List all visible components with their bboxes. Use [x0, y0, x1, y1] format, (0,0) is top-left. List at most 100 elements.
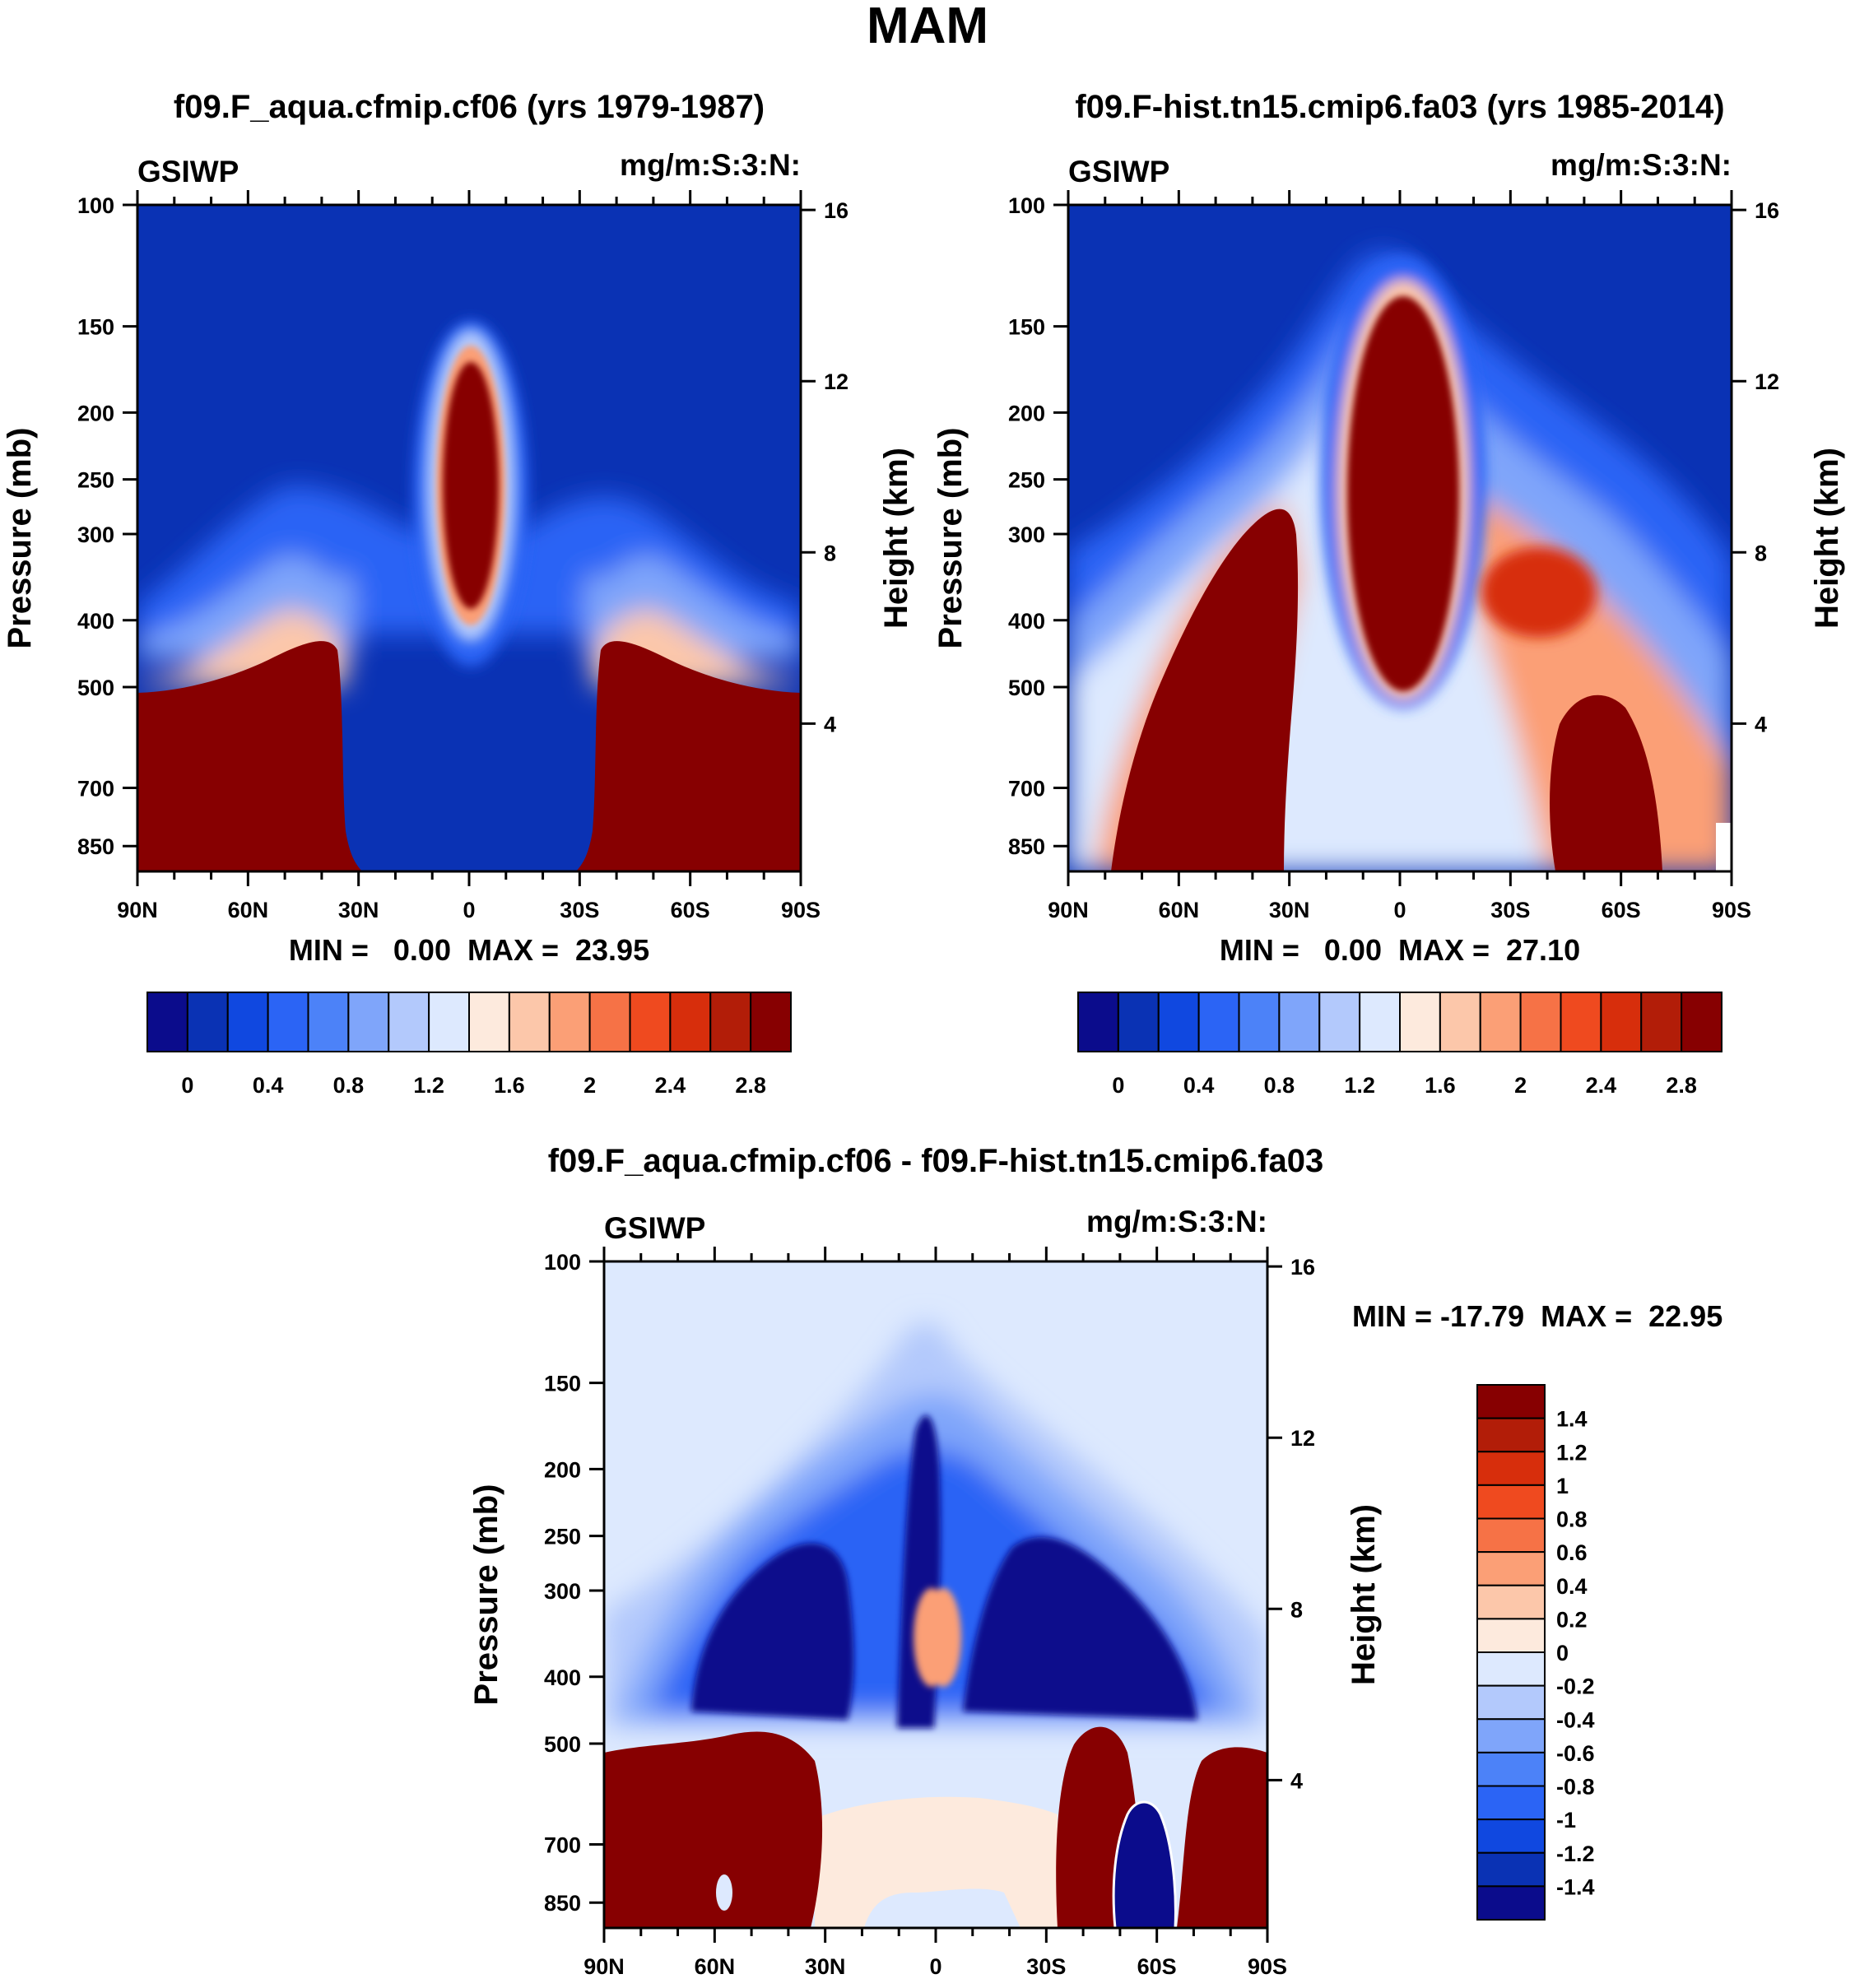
colorbar-box [1519, 992, 1562, 1052]
colorbar-label: 2.4 [1586, 1073, 1617, 1098]
pressure-tick-label: 700 [544, 1833, 581, 1858]
colorbar-box [1476, 1818, 1546, 1854]
main-title: MAM [867, 0, 988, 54]
pressure-tick-label: 200 [544, 1457, 581, 1482]
panel-3-ylabel: Pressure (mb) [468, 1484, 504, 1706]
lat-tick-label: 60S [1137, 1954, 1177, 1979]
panel-3-min-max: MIN = -17.79 MAX = 22.95 [1352, 1299, 1723, 1333]
colorbar-box [307, 992, 350, 1052]
colorbar-box [267, 992, 309, 1052]
pressure-tick-label: 150 [544, 1372, 581, 1396]
height-tick-label: 12 [1755, 369, 1779, 394]
pressure-tick-label: 400 [544, 1665, 581, 1690]
colorbar-box [669, 992, 712, 1052]
colorbar-label: -0.8 [1556, 1775, 1595, 1800]
lat-tick-label: 90S [1712, 898, 1751, 922]
panel-3-ylabel-right: Height (km) [1346, 1504, 1382, 1685]
pressure-tick-label: 100 [1008, 193, 1045, 218]
colorbar-label: 1.2 [1344, 1073, 1375, 1098]
height-tick-label: 12 [1290, 1426, 1315, 1451]
panel-1-title: f09.F_aqua.cfmip.cf06 (yrs 1979-1987) [174, 89, 765, 125]
height-tick-label: 4 [1290, 1768, 1303, 1793]
panel-2-variable-label: GSIWP [1068, 155, 1169, 188]
pressure-tick-label: 850 [544, 1891, 581, 1916]
colorbar-box [226, 992, 269, 1052]
lat-tick-label: 0 [929, 1954, 941, 1979]
height-tick-label: 16 [824, 198, 848, 223]
pressure-tick-label: 300 [1008, 523, 1045, 547]
panel-3-positive-north [604, 1731, 823, 1928]
panel-2-ylabel-right: Height (km) [1809, 448, 1845, 629]
colorbar-label: 2.8 [1666, 1073, 1697, 1098]
colorbar-box [347, 992, 390, 1052]
lat-tick-label: 60S [671, 898, 710, 922]
colorbar-box [1476, 1851, 1546, 1888]
colorbar-label: 2 [583, 1073, 596, 1098]
colorbar-label: 1.6 [1425, 1073, 1456, 1098]
pressure-tick-label: 400 [1008, 609, 1045, 634]
colorbar-label: 0 [1556, 1641, 1569, 1665]
panel-2-band-south [1550, 694, 1662, 871]
colorbar-box [1318, 992, 1361, 1052]
colorbar-box [1476, 1384, 1546, 1419]
colorbar-box [1560, 992, 1602, 1052]
colorbar-box [146, 992, 188, 1052]
colorbar-box [1479, 992, 1522, 1052]
panel-3-axes: 100 150 200 250 300 400 500 700 850 16 12 8 4 90N 60N 3… [544, 1247, 1315, 1979]
pressure-tick-label: 400 [77, 609, 114, 634]
lat-tick-label: 90N [1048, 898, 1089, 922]
pressure-tick-label: 500 [77, 676, 114, 700]
panel-1-variable-label: GSIWP [137, 155, 239, 188]
panel-1-band-south [576, 641, 801, 871]
lat-tick-label: 0 [1393, 898, 1406, 922]
panel-2-axes: 100 150 200 250 300 400 500 700 850 16 12 8 4 90N 60N 3… [1008, 190, 1779, 922]
height-tick-label: 4 [1755, 712, 1767, 736]
colorbar-box [709, 992, 752, 1052]
pressure-tick-label: 500 [544, 1732, 581, 1757]
lat-tick-label: 90N [583, 1954, 625, 1979]
panel-2-band-north [1111, 509, 1299, 871]
height-tick-label: 16 [1755, 198, 1779, 223]
panel-1-axes: 100 150 200 250 300 400 500 700 850 16 12 8 4 90N 60N 3… [77, 190, 848, 922]
colorbar-box [1476, 1751, 1546, 1787]
lat-tick-label: 90S [1248, 1954, 1287, 1979]
height-tick-label: 8 [824, 541, 836, 565]
pressure-tick-label: 200 [77, 401, 114, 425]
colorbar-label: -0.4 [1556, 1707, 1595, 1732]
colorbar-box [1681, 992, 1723, 1052]
pressure-tick-label: 700 [1008, 777, 1045, 801]
height-tick-label: 8 [1755, 541, 1767, 565]
colorbar-box [1197, 992, 1240, 1052]
pressure-tick-label: 250 [77, 468, 114, 493]
colorbar-label: 0.2 [1556, 1607, 1588, 1632]
colorbar-box [388, 992, 430, 1052]
colorbar-label: 2.8 [735, 1073, 766, 1098]
pressure-tick-label: 100 [77, 193, 114, 218]
colorbar-label: 0.8 [333, 1073, 365, 1098]
colorbar-label: -1.4 [1556, 1874, 1595, 1899]
panel-2-tropical-max [1347, 296, 1459, 691]
colorbar-box [1117, 992, 1160, 1052]
height-tick-label: 8 [1290, 1597, 1303, 1622]
colorbar-box [1476, 1451, 1546, 1486]
colorbar-box [468, 992, 510, 1052]
lat-tick-label: 60N [1159, 898, 1200, 922]
colorbar-box [1476, 1684, 1546, 1721]
panel-1-colorbar: 0 0.4 0.8 1.2 1.6 2 2.4 2.8 [146, 992, 792, 1098]
pressure-tick-label: 250 [544, 1525, 581, 1549]
colorbar-label: 1.2 [413, 1073, 444, 1098]
panel-3-negative-south [1112, 1800, 1177, 1928]
panel-1-band-north [137, 641, 362, 871]
pressure-tick-label: 300 [77, 523, 114, 547]
colorbar-box [1077, 992, 1119, 1052]
colorbar-box [1476, 1551, 1546, 1586]
colorbar-box [1640, 992, 1683, 1052]
colorbar-box [588, 992, 631, 1052]
panel-1-ylabel: Pressure (mb) [2, 428, 38, 649]
colorbar-label: 0.6 [1556, 1540, 1588, 1565]
colorbar-box [750, 992, 792, 1052]
panel-2: f09.F-hist.tn15.cmip6.fa03 (yrs 1985-201… [932, 89, 1845, 1098]
colorbar-label: 2.4 [655, 1073, 686, 1098]
colorbar-label: 0.8 [1556, 1507, 1588, 1532]
